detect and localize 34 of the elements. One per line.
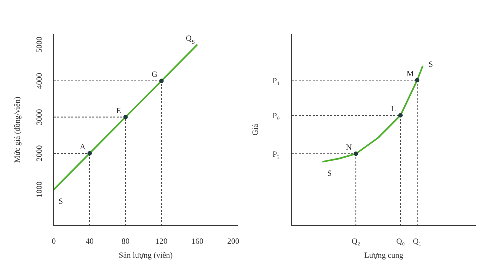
- x-tick-label: Q₀: [396, 237, 406, 246]
- y-axis-title: Giá: [251, 124, 260, 136]
- annotation: N: [346, 143, 352, 152]
- point: [160, 78, 164, 84]
- annotation: E: [116, 106, 122, 116]
- y-tick-label: 5000: [35, 36, 44, 53]
- annotation: G: [152, 70, 158, 80]
- annotation: S: [327, 169, 332, 178]
- y-tick-label: 2000: [35, 146, 44, 162]
- point: [124, 115, 128, 120]
- x-tick-label: Q₂: [352, 237, 361, 246]
- y-tick-label: 1000: [35, 182, 44, 198]
- point: [88, 151, 92, 156]
- x-tick-label: 0: [52, 237, 56, 246]
- annotation: S: [58, 196, 64, 206]
- x-tick-label: Q₁: [413, 237, 422, 246]
- ref-line-label: P₁: [272, 76, 280, 86]
- x-axis-title: Sản lượng (viên): [119, 251, 174, 260]
- y-tick-label: 3000: [35, 109, 44, 126]
- x-tick-label: 80: [122, 237, 130, 246]
- ref-line-label: P₂: [272, 150, 280, 159]
- annotation: S: [428, 60, 434, 69]
- x-tick-label: 200: [228, 237, 240, 246]
- x-tick-label: 120: [156, 237, 168, 246]
- annotation: A: [80, 142, 86, 152]
- annotation: Q$_{S}$: [186, 34, 196, 46]
- x-tick-label: 40: [86, 237, 94, 246]
- x-axis-title: Lượng cung: [364, 251, 404, 260]
- y-axis-title: Mức giá (đồng/viên): [13, 96, 22, 164]
- annotation: M: [406, 69, 414, 78]
- ref-line-label: P₀: [272, 112, 280, 121]
- y-tick-label: 4000: [35, 73, 44, 90]
- x-tick-label: 160: [192, 237, 204, 246]
- annotation: L: [391, 104, 396, 114]
